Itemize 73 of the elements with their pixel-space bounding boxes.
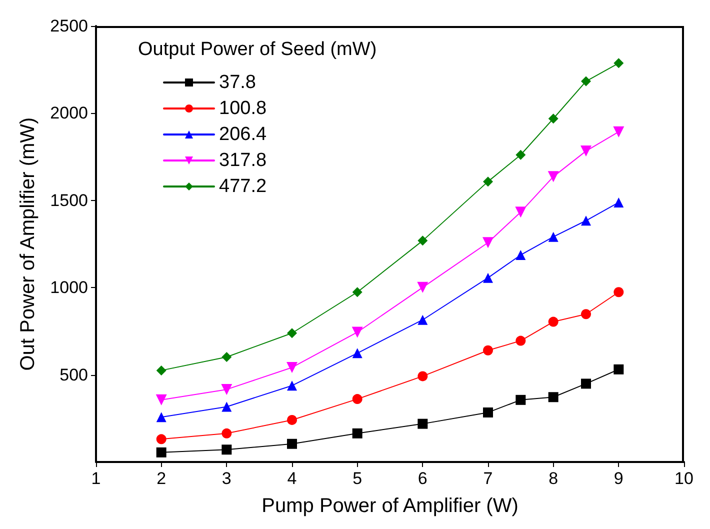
point (352, 287, 362, 298)
y-tick-label: 1000 (50, 278, 88, 298)
point (352, 428, 362, 438)
x-tick-label: 8 (548, 469, 558, 488)
point (516, 150, 526, 160)
point (287, 438, 297, 449)
point (352, 326, 363, 338)
point (156, 365, 166, 376)
legend-label: 37.8 (219, 72, 256, 93)
point (287, 328, 297, 338)
point (483, 272, 493, 283)
y-tick-label: 500 (60, 365, 88, 384)
y-tick-label: 1500 (50, 190, 88, 210)
point (548, 114, 558, 124)
point (352, 394, 362, 404)
point (581, 216, 591, 226)
x-tick-label: 5 (352, 469, 362, 488)
point (516, 250, 526, 260)
point (483, 407, 493, 418)
x-tick-label: 3 (222, 469, 232, 488)
point (548, 232, 558, 242)
point (483, 345, 493, 356)
point (483, 176, 493, 187)
point (614, 58, 624, 68)
point (222, 428, 232, 438)
legend-title: Output Power of Seed (mW) (138, 39, 377, 60)
legend-label: 100.8 (219, 98, 267, 119)
x-tick-label: 7 (483, 469, 493, 488)
legend-label: 317.8 (219, 150, 267, 171)
point (614, 364, 624, 374)
point (515, 206, 526, 218)
point (418, 236, 428, 246)
point (352, 348, 362, 358)
x-tick-label: 6 (418, 469, 428, 488)
x-tick-label: 4 (287, 469, 297, 488)
point (418, 418, 428, 429)
point (418, 314, 428, 325)
point (516, 336, 526, 346)
point (156, 447, 166, 458)
legend-label: 206.4 (219, 124, 267, 145)
point (581, 309, 591, 320)
point (418, 371, 428, 382)
point (516, 394, 526, 405)
x-tick-label: 1 (91, 469, 101, 488)
point (156, 434, 166, 444)
point (156, 394, 167, 406)
point (287, 380, 297, 391)
x-tick-label: 10 (674, 469, 694, 488)
point (548, 316, 558, 327)
y-tick-label: 2000 (50, 104, 88, 123)
point (482, 237, 494, 248)
point (548, 171, 559, 182)
point (222, 444, 232, 455)
point (287, 414, 297, 425)
point (222, 352, 232, 362)
y-axis-title: Out Power of Amplifier (mW) (17, 117, 39, 371)
point (221, 384, 232, 395)
point (417, 282, 428, 293)
point (580, 146, 592, 157)
x-tick-label: 2 (156, 469, 166, 488)
y-tick-label: 2500 (50, 16, 88, 36)
point (581, 76, 591, 86)
point (613, 126, 624, 138)
point (222, 402, 232, 412)
point (156, 412, 166, 422)
legend-label: 477.2 (219, 176, 267, 197)
point (614, 197, 624, 208)
x-axis-title: Pump Power of Amplifier (W) (262, 495, 518, 517)
point (286, 362, 298, 373)
point (581, 378, 591, 389)
point (548, 392, 558, 402)
x-tick-label: 9 (614, 469, 624, 488)
point (614, 287, 624, 298)
